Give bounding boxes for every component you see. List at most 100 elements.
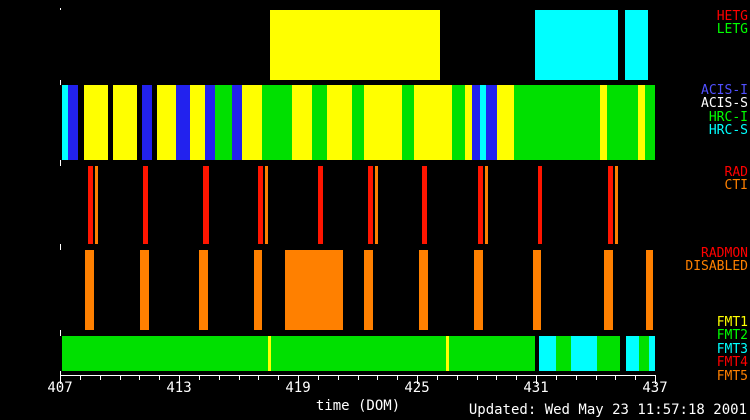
minor-tick xyxy=(496,376,498,380)
band-segment xyxy=(368,166,373,244)
band-segment xyxy=(257,166,264,244)
band-segment xyxy=(649,336,655,371)
band-segment xyxy=(271,336,446,371)
band-segment xyxy=(471,85,481,160)
band-label-fmt1: FMT1 xyxy=(716,315,748,330)
minor-tick xyxy=(595,376,597,380)
band-segment xyxy=(604,250,614,330)
band-segment xyxy=(421,166,428,244)
band-segment xyxy=(448,336,535,371)
band-segment xyxy=(143,166,149,244)
minor-tick xyxy=(357,376,359,380)
band-segment xyxy=(231,85,243,160)
band-segment xyxy=(556,336,572,371)
band-segment xyxy=(451,85,465,160)
band-segment xyxy=(597,336,621,371)
x-axis-line xyxy=(60,375,656,376)
band-label-letg: LETG xyxy=(716,22,748,38)
band-segment xyxy=(87,166,93,244)
band-segment xyxy=(401,85,415,160)
minor-tick xyxy=(397,376,399,380)
band-segment xyxy=(61,336,269,371)
band-segment xyxy=(626,336,639,371)
band-segment xyxy=(284,250,344,330)
band-segment xyxy=(84,250,94,330)
major-tick xyxy=(298,376,299,384)
band-radmon xyxy=(60,250,655,330)
minor-tick xyxy=(99,376,101,380)
band-segment xyxy=(645,85,655,160)
tick-label: 437 xyxy=(642,380,668,396)
band-segment xyxy=(625,10,649,80)
band-instruments xyxy=(60,85,655,160)
band-segment xyxy=(189,85,205,160)
x-axis-title: time (DOM) xyxy=(315,398,401,414)
minor-tick xyxy=(615,376,617,380)
band-segment xyxy=(537,166,542,244)
band-segment xyxy=(214,85,232,160)
band-segment xyxy=(204,85,215,160)
band-label-hetg: HETG xyxy=(716,9,748,24)
band-segment xyxy=(464,85,472,160)
band-segment xyxy=(312,85,327,160)
band-segment xyxy=(176,85,190,160)
band-segment xyxy=(474,250,484,330)
band-segment xyxy=(265,166,269,244)
tick-label: 413 xyxy=(166,380,192,396)
band-label-cti: CTI xyxy=(724,178,748,194)
band-segment xyxy=(262,85,293,160)
band-segment xyxy=(253,250,263,330)
band-label-rad: RAD xyxy=(724,165,748,180)
band-segment xyxy=(480,85,486,160)
band-label-acis-s: ACIS-S xyxy=(701,96,748,112)
band-label-fmt5: FMT5 xyxy=(716,368,748,384)
band-segment xyxy=(535,10,618,80)
band-segment xyxy=(292,85,313,160)
band-segment xyxy=(374,166,378,244)
band-segment xyxy=(326,85,352,160)
band-segment xyxy=(268,336,272,371)
tick-label: 419 xyxy=(285,380,311,396)
band-segment xyxy=(486,85,497,160)
band-segment xyxy=(156,85,177,160)
band-segment xyxy=(607,166,614,244)
band-gratings xyxy=(60,10,655,80)
minor-tick xyxy=(258,376,260,380)
band-segment xyxy=(607,85,638,160)
minor-tick xyxy=(238,376,240,380)
minor-tick xyxy=(377,376,379,380)
band-label-radmon: RADMON xyxy=(701,246,748,261)
band-segment xyxy=(242,85,263,160)
band-segment xyxy=(139,250,150,330)
band-segment xyxy=(638,336,650,371)
minor-tick xyxy=(575,376,577,380)
minor-tick xyxy=(218,376,220,380)
band-segment xyxy=(141,85,153,160)
band-segment xyxy=(364,85,402,160)
minor-tick xyxy=(79,376,81,380)
band-segment xyxy=(67,85,79,160)
major-tick xyxy=(179,376,180,384)
band-segment xyxy=(445,336,449,371)
band-segment xyxy=(615,166,619,244)
band-label-fmt3: FMT3 xyxy=(716,341,748,357)
major-tick xyxy=(655,376,656,384)
band-segment xyxy=(513,85,601,160)
updated-timestamp: Updated: Wed May 23 11:57:18 2001 xyxy=(468,402,747,418)
band-segment xyxy=(414,85,452,160)
band-fmt xyxy=(60,336,655,371)
major-tick xyxy=(60,376,61,384)
band-label-acis-i: ACIS-I xyxy=(701,83,748,98)
minor-tick xyxy=(119,376,121,380)
band-segment xyxy=(496,85,514,160)
band-label-fmt4: FMT4 xyxy=(716,355,748,371)
band-segment xyxy=(478,166,484,244)
tick-label: 407 xyxy=(47,380,73,396)
minor-tick xyxy=(278,376,280,380)
band-label-hrc-s: HRC-S xyxy=(708,123,748,139)
band-segment xyxy=(202,166,209,244)
band-label-fmt2: FMT2 xyxy=(716,328,748,344)
minor-tick xyxy=(635,376,637,380)
minor-tick xyxy=(436,376,438,380)
